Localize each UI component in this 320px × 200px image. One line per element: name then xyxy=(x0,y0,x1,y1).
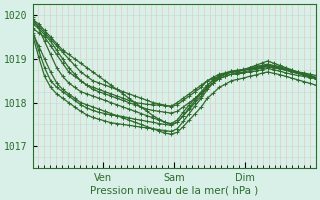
X-axis label: Pression niveau de la mer( hPa ): Pression niveau de la mer( hPa ) xyxy=(90,186,258,196)
